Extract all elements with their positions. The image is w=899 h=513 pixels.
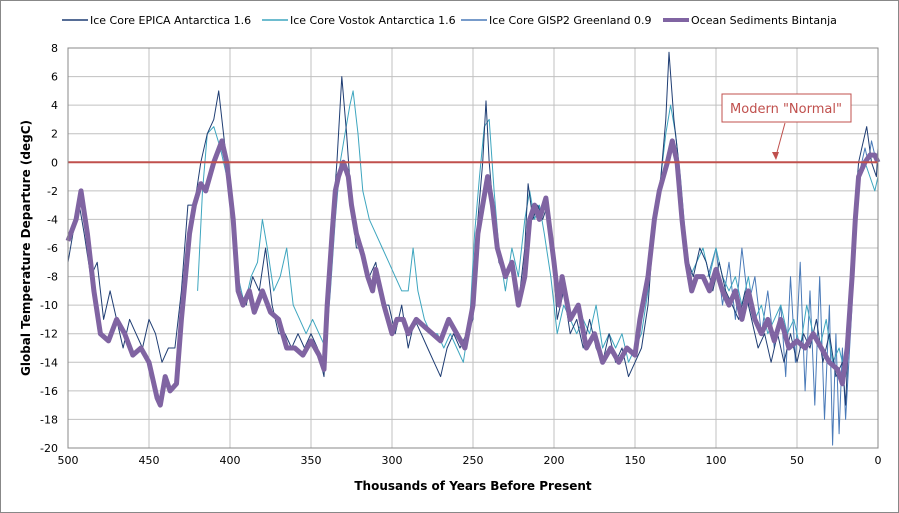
x-tick-label: 450 (139, 454, 160, 467)
legend-label: Ocean Sediments Bintanja (691, 14, 837, 27)
y-tick-label: 6 (51, 71, 58, 84)
y-tick-label: -20 (40, 442, 58, 455)
y-tick-labels: 8 6 4 2 0 -2 -4 -6 -8 -10 -12 -14 -16 -18 -20 (40, 42, 58, 455)
x-tick-label: 50 (790, 454, 804, 467)
annotation: Modern "Normal" (721, 93, 852, 160)
x-tick-label: 350 (301, 454, 322, 467)
x-tick-labels: 500 450 400 350 300 250 200 150 100 50 0 (58, 454, 882, 467)
y-tick-label: -2 (47, 185, 58, 198)
plot-area-border (67, 47, 879, 449)
legend-label: Ice Core EPICA Antarctica 1.6 (90, 14, 251, 27)
x-tick-label: 0 (875, 454, 882, 467)
series-lines (65, 51, 881, 446)
x-tick-label: 400 (220, 454, 241, 467)
y-axis-label: Global Temperature Departure (degC) (19, 120, 33, 376)
x-tick-label: 150 (625, 454, 646, 467)
x-tick-label: 300 (382, 454, 403, 467)
annotation-text: Modern "Normal" (730, 102, 842, 117)
legend: Ice Core EPICA Antarctica 1.6 Ice Core Vo… (62, 14, 837, 27)
y-tick-label: 8 (51, 42, 58, 55)
y-tick-label: -12 (40, 328, 58, 341)
y-tick-label: -18 (40, 413, 58, 426)
y-tick-label: -4 (47, 213, 58, 226)
annotation-arrowhead (772, 152, 779, 160)
legend-label: Ice Core Vostok Antarctica 1.6 (290, 14, 456, 27)
x-axis-label: Thousands of Years Before Present (354, 479, 592, 493)
series-line-3 (65, 138, 881, 408)
x-tick-label: 100 (706, 454, 727, 467)
legend-label: Ice Core GISP2 Greenland 0.9 (489, 14, 651, 27)
y-tick-label: 2 (51, 128, 58, 141)
annotation-box (721, 93, 852, 123)
y-tick-label: -14 (40, 356, 58, 369)
y-tick-label: -6 (47, 242, 58, 255)
annotation-arrow (775, 122, 786, 157)
x-tick-label: 250 (463, 454, 484, 467)
y-tick-label: -16 (40, 385, 58, 398)
y-tick-label: -8 (47, 271, 58, 284)
series-line-0 (67, 51, 879, 406)
y-tick-label: -10 (40, 299, 58, 312)
y-tick-label: 0 (51, 156, 58, 169)
y-tick-label: 4 (51, 99, 58, 112)
x-tick-label: 500 (58, 454, 79, 467)
x-tick-label: 200 (544, 454, 565, 467)
